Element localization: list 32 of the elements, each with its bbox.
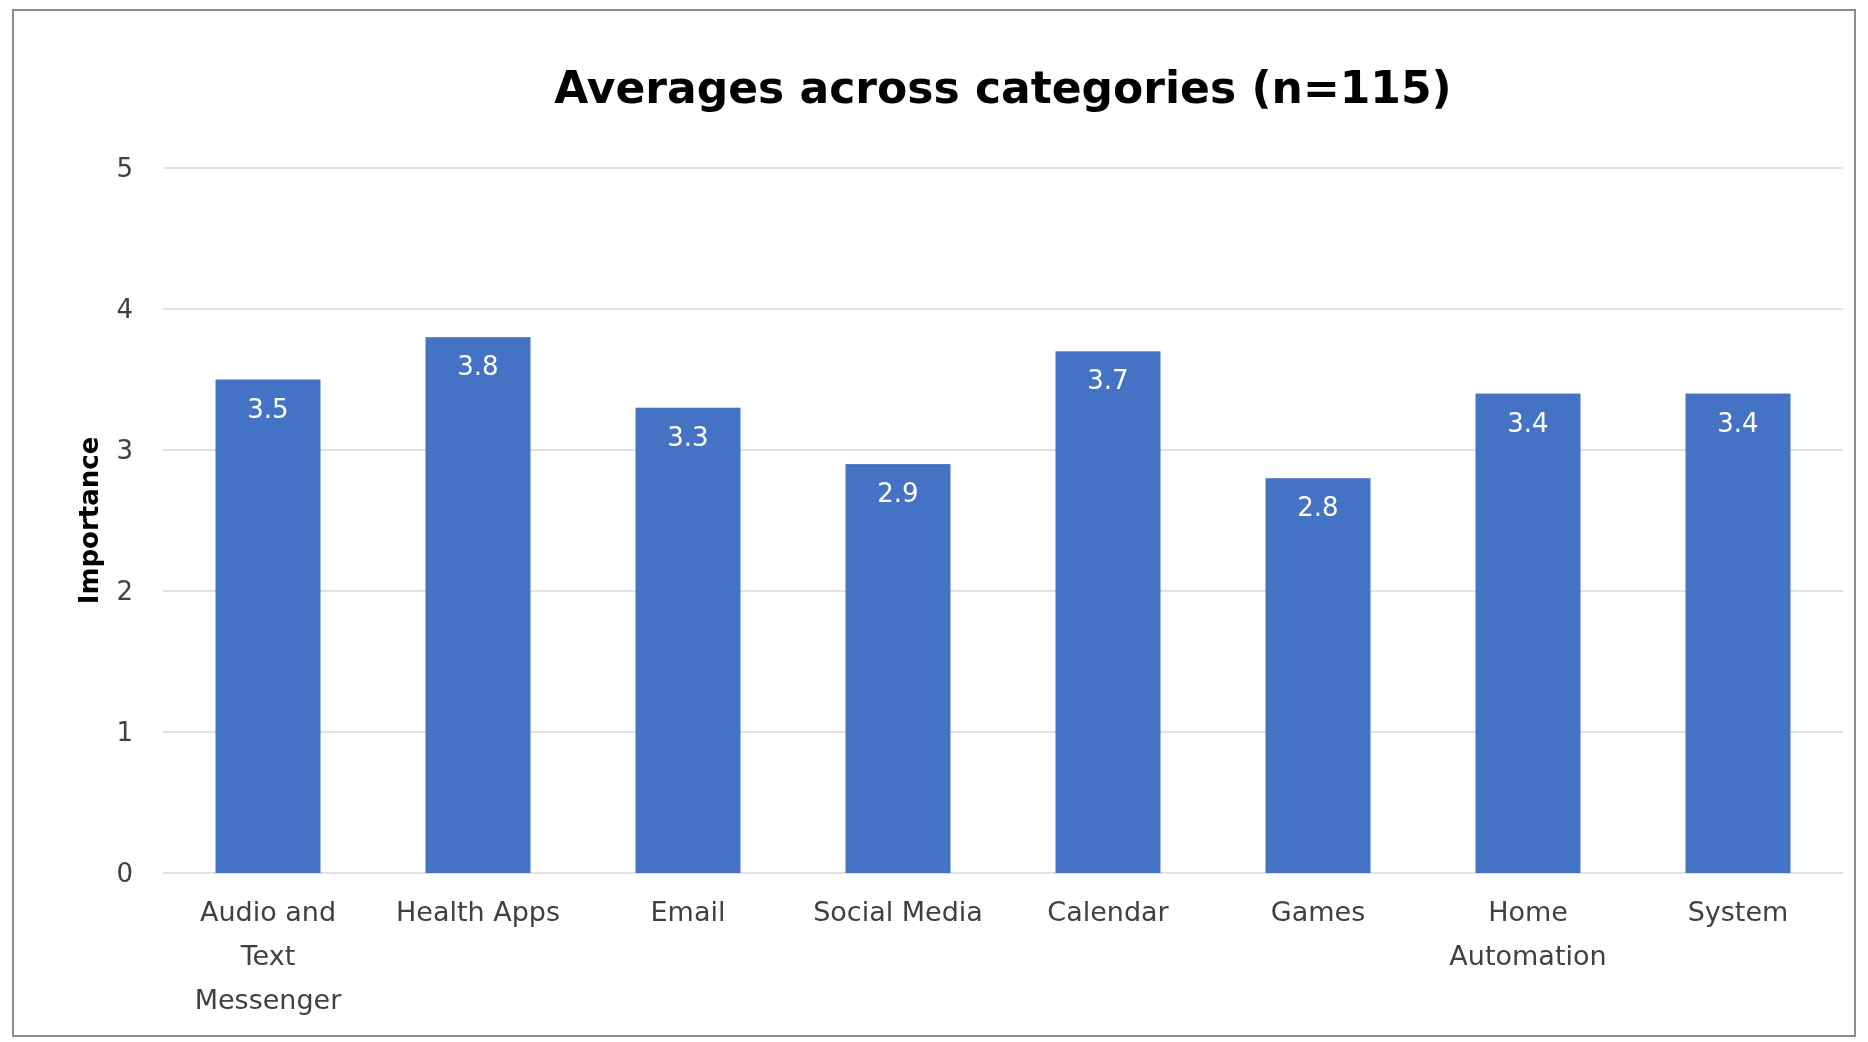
data-label: 3.4 <box>1507 407 1549 438</box>
data-label: 2.8 <box>1297 492 1339 523</box>
bar <box>1685 393 1791 873</box>
bar <box>1475 393 1581 873</box>
y-tick-label: 0 <box>116 858 133 889</box>
bar <box>635 407 741 873</box>
x-tick-label: Home Automation <box>1449 896 1607 971</box>
x-tick-label: System <box>1687 896 1789 927</box>
y-tick-label: 1 <box>116 717 133 748</box>
bar <box>845 464 951 873</box>
y-tick-label: 5 <box>116 153 133 184</box>
data-label: 3.3 <box>667 421 709 452</box>
data-label: 3.8 <box>457 351 499 382</box>
x-tick-label: Games <box>1270 896 1366 927</box>
data-label: 3.7 <box>1087 365 1129 396</box>
bar <box>1265 478 1371 873</box>
x-tick-label: Audio and Text Messenger <box>194 896 343 1015</box>
x-tick-label: Health Apps <box>395 896 561 927</box>
bar <box>1055 351 1161 873</box>
y-tick-label: 2 <box>116 576 133 607</box>
x-tick-label: Email <box>650 896 726 927</box>
bar <box>215 379 321 873</box>
y-tick-label: 3 <box>116 435 133 466</box>
x-tick-label: Calendar <box>1047 896 1170 927</box>
y-tick-label: 4 <box>116 294 133 325</box>
x-tick-label: Social Media <box>813 896 983 927</box>
data-label: 3.4 <box>1717 407 1759 438</box>
chart-title: Averages across categories (n=115) <box>554 62 1452 113</box>
y-axis-title: Importance <box>74 436 104 605</box>
bar <box>425 337 531 873</box>
data-label: 3.5 <box>247 393 289 424</box>
data-label: 2.9 <box>877 478 919 509</box>
